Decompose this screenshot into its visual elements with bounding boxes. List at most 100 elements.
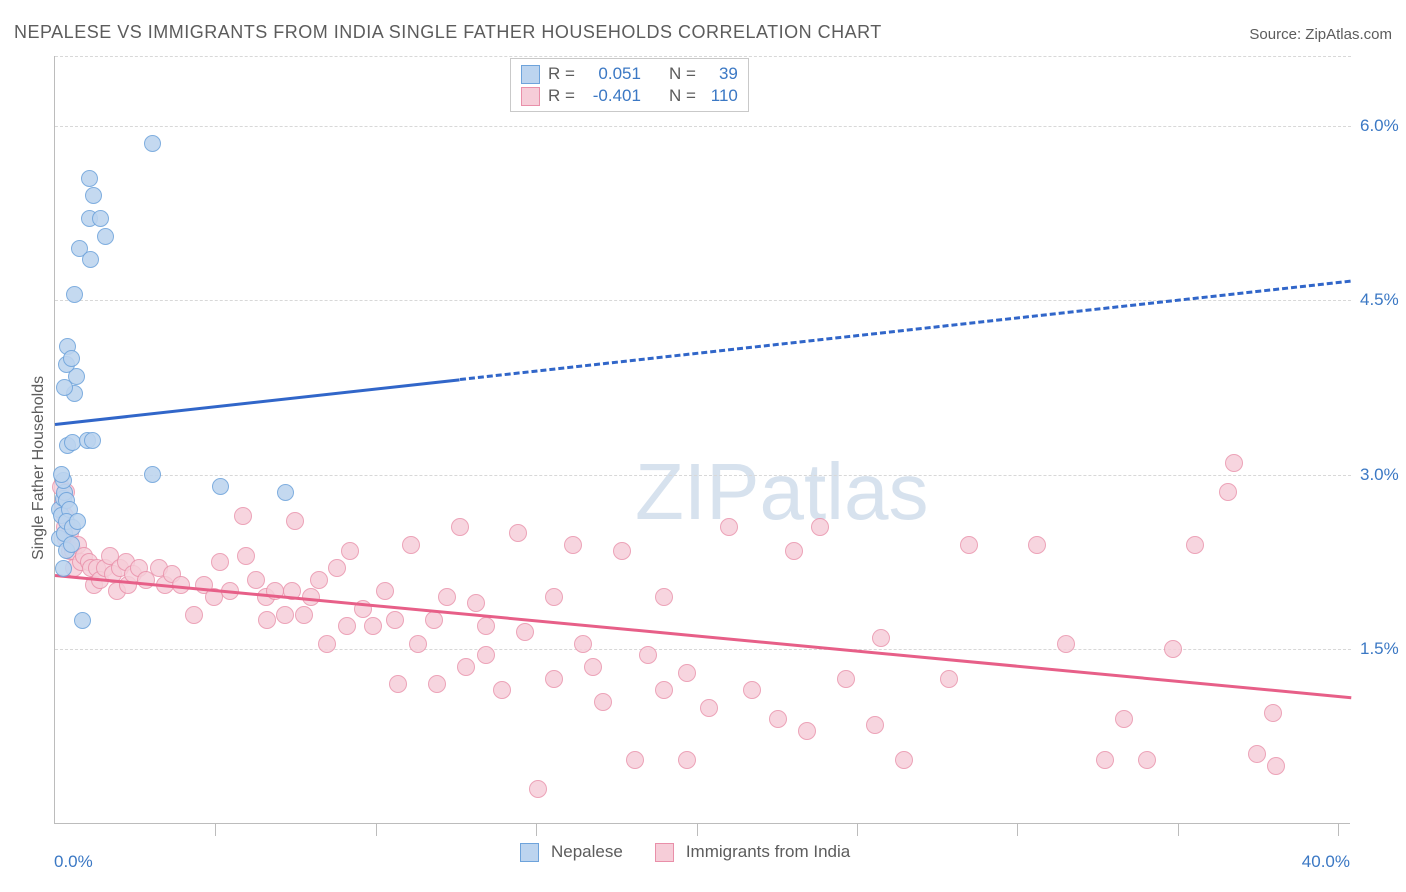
data-point-a	[212, 478, 229, 495]
data-point-b	[940, 670, 958, 688]
gridline	[55, 56, 1351, 57]
data-point-a	[63, 350, 80, 367]
data-point-b	[564, 536, 582, 554]
data-point-b	[872, 629, 890, 647]
data-point-b	[545, 670, 563, 688]
data-point-b	[785, 542, 803, 560]
chart-container: NEPALESE VS IMMIGRANTS FROM INDIA SINGLE…	[0, 0, 1406, 892]
x-tick-label: 40.0%	[1302, 852, 1350, 872]
data-point-b	[341, 542, 359, 560]
data-point-b	[798, 722, 816, 740]
data-point-b	[467, 594, 485, 612]
data-point-b	[1186, 536, 1204, 554]
data-point-b	[428, 675, 446, 693]
data-point-b	[574, 635, 592, 653]
chart-title: NEPALESE VS IMMIGRANTS FROM INDIA SINGLE…	[14, 22, 882, 43]
legend-label: Nepalese	[551, 842, 623, 862]
data-point-b	[594, 693, 612, 711]
legend-swatch	[520, 843, 539, 862]
data-point-b	[655, 588, 673, 606]
data-point-b	[529, 780, 547, 798]
correlation-legend-row: R =-0.401N =110	[521, 85, 738, 107]
data-point-a	[81, 170, 98, 187]
data-point-b	[1267, 757, 1285, 775]
watermark: ZIPatlas	[635, 446, 928, 538]
gridline	[55, 475, 1351, 476]
data-point-b	[457, 658, 475, 676]
x-tick	[1178, 824, 1179, 836]
data-point-b	[743, 681, 761, 699]
data-point-b	[866, 716, 884, 734]
data-point-b	[509, 524, 527, 542]
data-point-a	[69, 513, 86, 530]
data-point-a	[74, 612, 91, 629]
x-tick	[376, 824, 377, 836]
data-point-b	[295, 606, 313, 624]
data-point-a	[84, 432, 101, 449]
data-point-b	[234, 507, 252, 525]
data-point-b	[477, 617, 495, 635]
data-point-b	[1164, 640, 1182, 658]
data-point-b	[769, 710, 787, 728]
x-tick	[215, 824, 216, 836]
data-point-b	[639, 646, 657, 664]
legend-swatch	[521, 87, 540, 106]
data-point-b	[1219, 483, 1237, 501]
data-point-a	[82, 251, 99, 268]
data-point-b	[286, 512, 304, 530]
data-point-a	[97, 228, 114, 245]
data-point-b	[237, 547, 255, 565]
data-point-b	[211, 553, 229, 571]
data-point-b	[1264, 704, 1282, 722]
data-point-b	[678, 751, 696, 769]
data-point-b	[516, 623, 534, 641]
data-point-b	[720, 518, 738, 536]
data-point-b	[438, 588, 456, 606]
source-prefix: Source:	[1249, 26, 1305, 43]
data-point-b	[402, 536, 420, 554]
y-tick-label: 4.5%	[1360, 290, 1399, 310]
data-point-b	[376, 582, 394, 600]
data-point-b	[613, 542, 631, 560]
trend-line-b	[55, 574, 1351, 699]
data-point-b	[258, 611, 276, 629]
data-point-b	[811, 518, 829, 536]
data-point-b	[185, 606, 203, 624]
y-tick-label: 3.0%	[1360, 465, 1399, 485]
y-tick-label: 6.0%	[1360, 116, 1399, 136]
data-point-b	[386, 611, 404, 629]
source-attribution: Source: ZipAtlas.com	[1249, 26, 1392, 43]
data-point-b	[1057, 635, 1075, 653]
data-point-b	[655, 681, 673, 699]
data-point-b	[837, 670, 855, 688]
data-point-a	[277, 484, 294, 501]
data-point-b	[477, 646, 495, 664]
data-point-a	[63, 536, 80, 553]
data-point-b	[960, 536, 978, 554]
gridline	[55, 649, 1351, 650]
x-tick	[1338, 824, 1339, 836]
data-point-a	[144, 466, 161, 483]
data-point-b	[318, 635, 336, 653]
plot-area: ZIPatlas R =0.051N =39R =-0.401N =110	[54, 56, 1350, 824]
legend-label: Immigrants from India	[686, 842, 850, 862]
data-point-b	[409, 635, 427, 653]
x-tick	[536, 824, 537, 836]
trend-line-a-dashed	[460, 279, 1351, 380]
data-point-b	[247, 571, 265, 589]
data-point-b	[1028, 536, 1046, 554]
data-point-b	[1138, 751, 1156, 769]
y-axis-label: Single Father Households	[30, 376, 48, 560]
data-point-b	[584, 658, 602, 676]
data-point-a	[144, 135, 161, 152]
y-tick-label: 1.5%	[1360, 639, 1399, 659]
data-point-b	[493, 681, 511, 699]
data-point-a	[92, 210, 109, 227]
data-point-b	[678, 664, 696, 682]
data-point-b	[451, 518, 469, 536]
data-point-b	[328, 559, 346, 577]
watermark-bold: ZIP	[635, 447, 759, 536]
data-point-b	[338, 617, 356, 635]
gridline	[55, 126, 1351, 127]
legend-swatch	[521, 65, 540, 84]
